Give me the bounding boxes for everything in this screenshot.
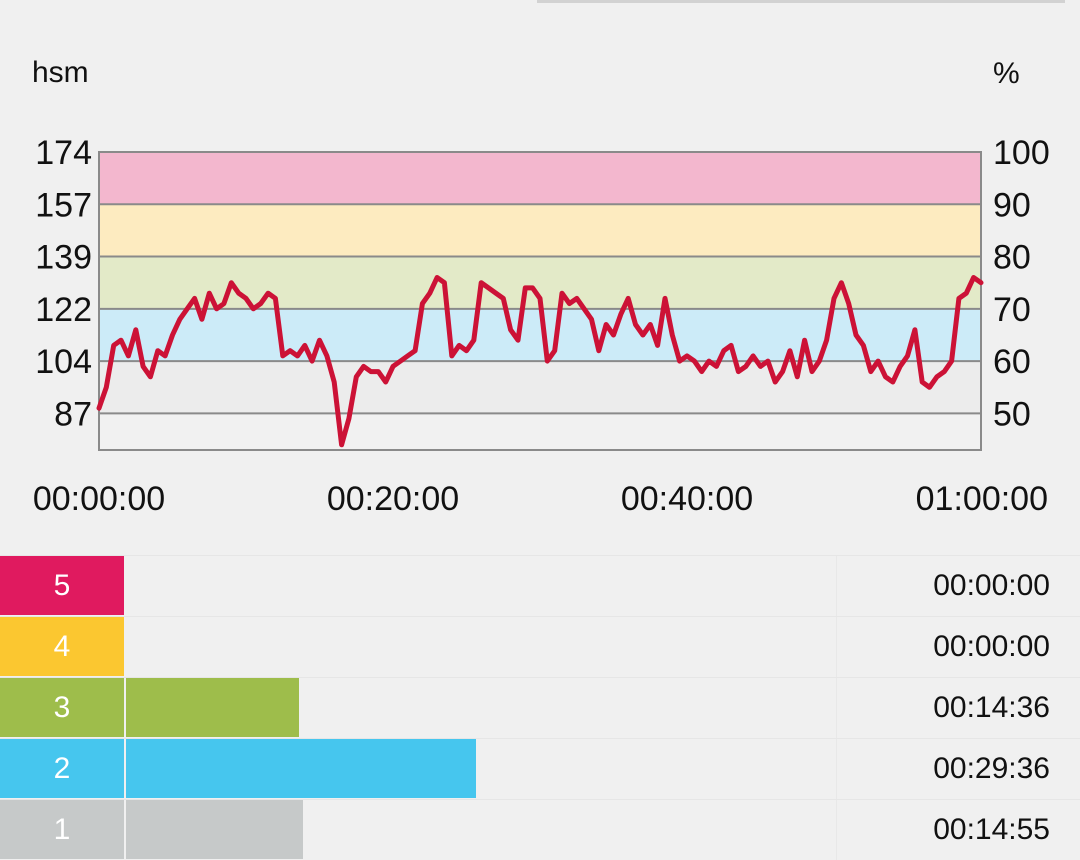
column-divider — [836, 739, 837, 799]
column-divider — [836, 556, 837, 616]
zone-duration: 00:29:36 — [933, 752, 1050, 785]
x-tick-label: 00:20:00 — [327, 480, 459, 518]
right-tick-label: 70 — [993, 291, 1031, 329]
column-divider — [836, 800, 837, 860]
zone-time-bar — [126, 800, 303, 859]
column-divider — [836, 678, 837, 738]
plot-frame — [98, 151, 982, 451]
zone-number: 4 — [0, 617, 124, 676]
chart-svg: 174 157 139 122 104 87 100 90 80 70 60 50 00:00:00 00… — [33, 134, 1050, 518]
left-tick-label: 157 — [35, 186, 92, 224]
zone-duration: 00:00:00 — [933, 569, 1050, 602]
top-card-edge — [537, 0, 1065, 3]
zone-summary-list: 5 00:00:00 4 00:00:00 3 00:14:36 2 00:29:36 1 00:… — [0, 555, 1080, 860]
left-tick-label: 122 — [35, 291, 92, 329]
column-divider — [836, 617, 837, 677]
zone-duration: 00:00:00 — [933, 630, 1050, 663]
zone-row-2: 2 00:29:36 — [0, 738, 1080, 799]
right-tick-label: 90 — [993, 186, 1031, 224]
left-tick-label: 87 — [54, 395, 92, 433]
zone-time-bar — [126, 678, 299, 737]
zone-number: 5 — [0, 556, 124, 615]
right-tick-label: 80 — [993, 239, 1031, 277]
zone-time-bar — [126, 739, 476, 798]
zone-duration: 00:14:36 — [933, 691, 1050, 724]
right-tick-label: 60 — [993, 343, 1031, 381]
x-tick-label: 01:00:00 — [916, 480, 1048, 518]
zone-row-3: 3 00:14:36 — [0, 677, 1080, 738]
left-tick-label: 139 — [35, 239, 92, 277]
right-axis-unit: % — [993, 57, 1020, 90]
zone-row-1: 1 00:14:55 — [0, 799, 1080, 860]
heart-rate-chart: hsm % 174 157 139 122 104 87 100 90 80 70 60 50 00:0… — [32, 56, 1050, 518]
right-tick-label: 50 — [993, 395, 1031, 433]
zone-band-4 — [99, 204, 981, 257]
zone-band-1 — [99, 361, 981, 414]
zone-number: 1 — [0, 800, 124, 859]
left-tick-label: 104 — [35, 343, 92, 381]
zone-row-4: 4 00:00:00 — [0, 616, 1080, 677]
zone-row-5: 5 00:00:00 — [0, 555, 1080, 616]
zone-number: 2 — [0, 739, 124, 798]
zone-number: 3 — [0, 678, 124, 737]
zone-duration: 00:14:55 — [933, 813, 1050, 846]
right-tick-label: 100 — [993, 134, 1050, 172]
left-axis-unit: hsm — [32, 56, 89, 89]
x-tick-label: 00:40:00 — [621, 480, 753, 518]
left-tick-label: 174 — [35, 134, 92, 172]
heart-rate-line — [96, 275, 984, 448]
x-tick-label: 00:00:00 — [33, 480, 165, 518]
zone-band-5 — [99, 152, 981, 205]
